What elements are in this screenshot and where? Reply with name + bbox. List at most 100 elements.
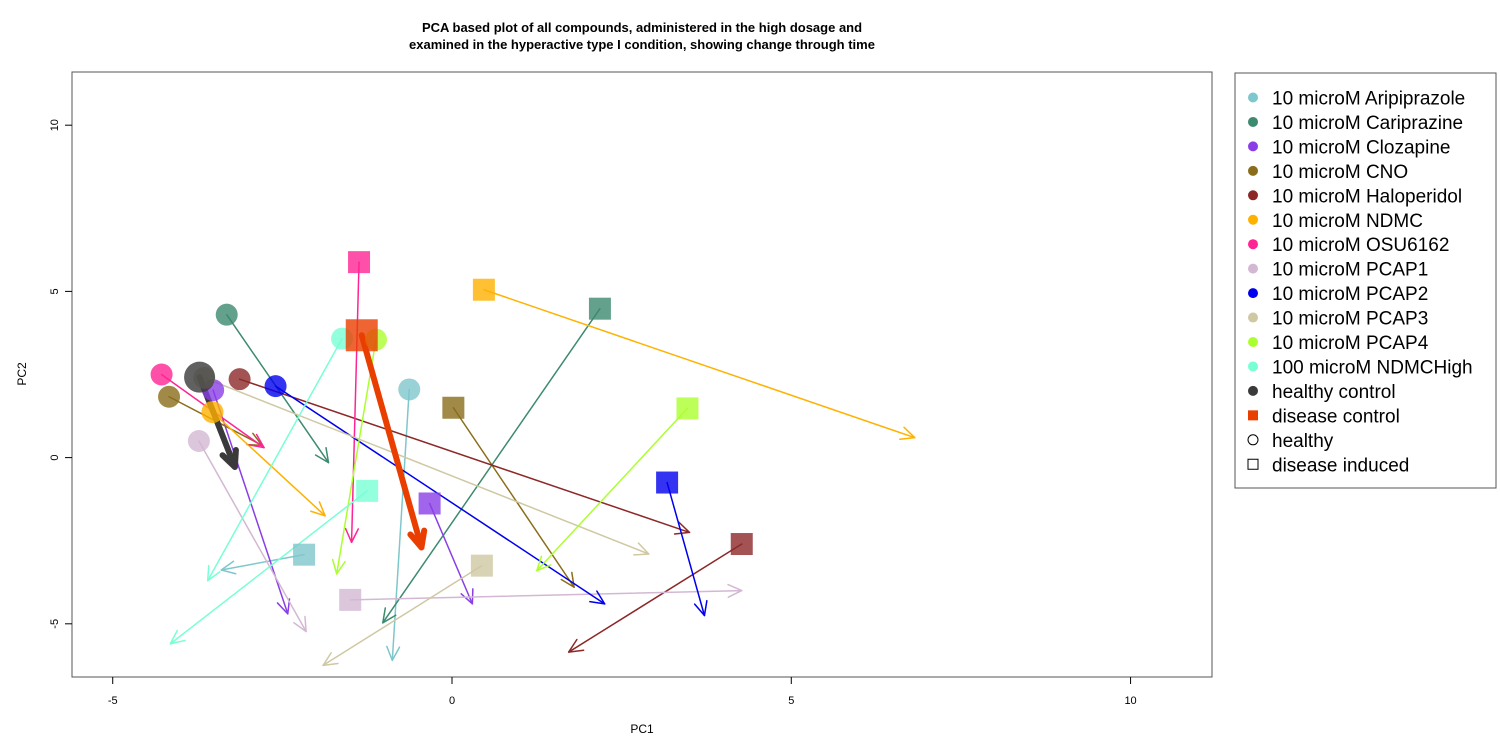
arrow-disease-cariprazine bbox=[382, 307, 601, 624]
point-healthy-ndmc bbox=[201, 401, 224, 424]
x-tick-label: 10 bbox=[1124, 695, 1136, 707]
legend-item: healthy bbox=[1247, 431, 1334, 452]
point-disease-ndmc bbox=[472, 278, 495, 301]
arrow-disease-cno bbox=[452, 406, 575, 588]
legend-item: 10 microM CNO bbox=[1248, 162, 1408, 183]
point-healthy-pcap1 bbox=[187, 429, 210, 452]
point-healthy-cno bbox=[158, 385, 181, 408]
x-tick-label: -5 bbox=[108, 695, 118, 707]
point-healthy-haloperidol bbox=[228, 368, 251, 391]
x-tick-label: 0 bbox=[449, 695, 455, 707]
legend-item: 10 microM PCAP4 bbox=[1248, 333, 1429, 354]
legend-swatch bbox=[1248, 116, 1258, 127]
legend-item: disease induced bbox=[1247, 455, 1409, 476]
legend-swatch bbox=[1248, 337, 1258, 347]
x-tick-label: 5 bbox=[788, 695, 794, 707]
legend-item: 10 microM PCAP2 bbox=[1248, 284, 1428, 305]
arrow-healthy-haloperidol bbox=[238, 378, 691, 535]
point-disease-cno bbox=[442, 396, 465, 419]
point-disease-pcap3 bbox=[470, 554, 493, 577]
x-axis-label: PC1 bbox=[630, 722, 654, 736]
arrow-healthy-pcap1 bbox=[198, 440, 307, 633]
legend-swatch bbox=[1248, 92, 1258, 103]
arrow-disease-osu6162 bbox=[344, 261, 360, 544]
arrow-disease-ndmc bbox=[483, 288, 916, 440]
legend-item: 100 microM NDMCHigh bbox=[1248, 357, 1473, 378]
legend-box bbox=[1234, 72, 1497, 489]
legend-item: 10 microM PCAP3 bbox=[1248, 309, 1428, 330]
point-disease-osu6162 bbox=[348, 251, 371, 274]
arrow-disease-pcap4 bbox=[536, 407, 689, 572]
legend-label: 10 microM PCAP1 bbox=[1272, 260, 1428, 281]
arrow-disease-ndmchigh bbox=[169, 490, 368, 645]
y-axis-label: PC2 bbox=[15, 362, 29, 386]
point-disease-disease_control bbox=[345, 319, 378, 352]
legend-label: 10 microM Haloperidol bbox=[1272, 186, 1462, 207]
legend-item: 10 microM Cariprazine bbox=[1248, 113, 1463, 134]
point-healthy-aripiprazole bbox=[398, 378, 421, 401]
trajectory-arrows bbox=[160, 261, 916, 667]
data-points bbox=[150, 251, 753, 611]
legend-swatch bbox=[1248, 361, 1258, 372]
y-tick-label: 10 bbox=[49, 119, 61, 131]
legend-item: healthy control bbox=[1248, 382, 1396, 403]
point-disease-aripiprazole bbox=[293, 543, 316, 566]
arrow-disease-pcap3 bbox=[322, 564, 483, 667]
y-tick-label: 0 bbox=[49, 455, 61, 461]
legend-label: 10 microM CNO bbox=[1272, 162, 1408, 183]
arrow-healthy-ndmchigh bbox=[206, 337, 343, 582]
arrow-healthy-pcap3 bbox=[203, 377, 650, 556]
point-disease-pcap1 bbox=[339, 588, 362, 611]
legend-label: 10 microM OSU6162 bbox=[1272, 235, 1449, 256]
point-healthy-cariprazine bbox=[215, 303, 238, 326]
point-healthy-pcap2 bbox=[264, 375, 287, 398]
x-axis: -5 0 5 10 bbox=[108, 677, 1137, 707]
arrow-healthy-ndmc bbox=[211, 411, 326, 517]
arrow-disease-disease_control bbox=[358, 332, 428, 551]
legend-label: 100 microM NDMCHigh bbox=[1272, 357, 1473, 378]
arrow-disease-pcap1 bbox=[349, 583, 743, 601]
legend-label: 10 microM Clozapine bbox=[1272, 137, 1450, 158]
arrow-disease-haloperidol bbox=[567, 543, 743, 653]
legend-label: 10 microM Cariprazine bbox=[1272, 113, 1463, 134]
legend: 10 microM Aripiprazole 10 microM Caripraz… bbox=[1234, 72, 1497, 489]
point-healthy-osu6162 bbox=[150, 363, 173, 386]
legend-item: 10 microM NDMC bbox=[1248, 211, 1423, 232]
legend-label: 10 microM NDMC bbox=[1272, 211, 1423, 232]
legend-label: healthy bbox=[1272, 431, 1334, 452]
legend-item: 10 microM PCAP1 bbox=[1248, 260, 1428, 281]
arrow-disease-pcap2 bbox=[666, 481, 708, 617]
legend-item: 10 microM Clozapine bbox=[1248, 137, 1450, 158]
legend-item: 10 microM Haloperidol bbox=[1248, 186, 1462, 207]
legend-label: 10 microM Aripiprazole bbox=[1272, 89, 1465, 110]
y-tick-label: -5 bbox=[49, 619, 61, 629]
legend-swatch bbox=[1247, 434, 1259, 446]
legend-label: healthy control bbox=[1272, 382, 1396, 403]
legend-swatch bbox=[1248, 239, 1258, 250]
legend-swatch bbox=[1248, 214, 1258, 225]
legend-swatch bbox=[1248, 385, 1258, 396]
legend-swatch bbox=[1248, 141, 1258, 152]
arrow-disease-clozapine bbox=[428, 502, 474, 605]
point-disease-pcap2 bbox=[656, 471, 679, 494]
legend-item: 10 microM OSU6162 bbox=[1248, 235, 1449, 256]
legend-item: 10 microM Aripiprazole bbox=[1248, 89, 1465, 110]
legend-swatch bbox=[1247, 458, 1259, 470]
y-tick-label: 5 bbox=[49, 288, 61, 294]
legend-swatch bbox=[1248, 263, 1258, 274]
legend-label: disease control bbox=[1272, 406, 1400, 427]
legend-swatch bbox=[1248, 312, 1258, 323]
legend-swatch bbox=[1248, 410, 1258, 421]
legend-item: disease control bbox=[1248, 406, 1400, 427]
point-disease-clozapine bbox=[418, 492, 441, 515]
legend-label: disease induced bbox=[1272, 455, 1409, 476]
legend-label: 10 microM PCAP3 bbox=[1272, 309, 1428, 330]
y-axis: -5 0 5 10 bbox=[49, 119, 72, 629]
arrow-healthy-pcap4 bbox=[331, 338, 377, 575]
legend-swatch bbox=[1248, 288, 1258, 299]
legend-swatch bbox=[1248, 165, 1258, 176]
plot-area bbox=[71, 71, 1213, 678]
arrow-disease-aripiprazole bbox=[220, 553, 305, 575]
legend-swatch bbox=[1248, 190, 1258, 201]
